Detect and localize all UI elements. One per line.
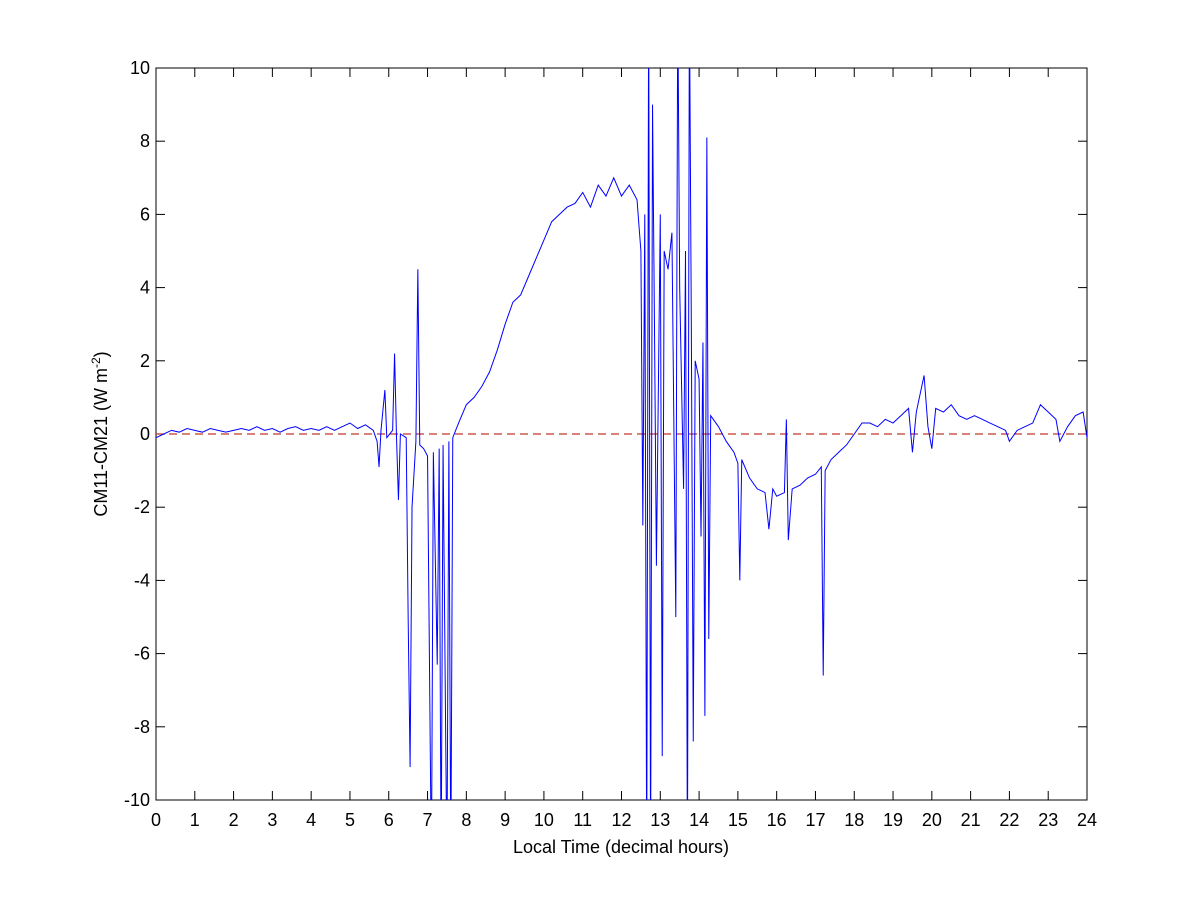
x-tick-label: 16 xyxy=(767,810,787,830)
x-tick-label: 9 xyxy=(500,810,510,830)
x-tick-label: 3 xyxy=(267,810,277,830)
x-tick-label: 2 xyxy=(229,810,239,830)
y-tick-label: 8 xyxy=(140,131,150,151)
x-tick-label: 22 xyxy=(999,810,1019,830)
x-tick-label: 23 xyxy=(1038,810,1058,830)
x-tick-label: 11 xyxy=(573,810,592,830)
x-tick-label: 13 xyxy=(650,810,670,830)
y-tick-label: -4 xyxy=(134,570,150,590)
y-tick-label: 4 xyxy=(140,278,150,298)
y-tick-label: -6 xyxy=(134,644,150,664)
plot-area xyxy=(155,67,1088,801)
y-tick-label: -10 xyxy=(124,790,150,810)
x-tick-label: 4 xyxy=(306,810,316,830)
y-axis-label-superscript: -2 xyxy=(89,357,103,368)
y-tick-label: 0 xyxy=(140,424,150,444)
x-tick-label: 14 xyxy=(689,810,709,830)
y-tick-label: -8 xyxy=(134,717,150,737)
x-tick-label: 20 xyxy=(922,810,942,830)
x-tick-label: 0 xyxy=(151,810,161,830)
x-tick-label: 6 xyxy=(384,810,394,830)
x-tick-label: 10 xyxy=(534,810,554,830)
x-tick-label: 5 xyxy=(345,810,355,830)
x-tick-label: 8 xyxy=(461,810,471,830)
y-tick-label: 6 xyxy=(140,204,150,224)
y-axis-label-close: ) xyxy=(91,351,111,357)
x-tick-label: 12 xyxy=(611,810,631,830)
x-tick-label: 17 xyxy=(805,810,825,830)
y-axis-label: CM11-CM21 (W m-2) xyxy=(89,351,111,516)
x-tick-label: 21 xyxy=(961,810,981,830)
x-tick-label: 24 xyxy=(1077,810,1097,830)
x-tick-label: 1 xyxy=(190,810,200,830)
y-axis-label-text: CM11-CM21 (W m xyxy=(91,368,111,517)
y-tick-label: -2 xyxy=(134,497,150,517)
y-tick-label: 2 xyxy=(140,351,150,371)
x-axis-label: Local Time (decimal hours) xyxy=(513,837,729,857)
y-tick-label: 10 xyxy=(130,58,150,78)
data-line xyxy=(156,68,1087,800)
x-tick-label: 18 xyxy=(844,810,864,830)
x-tick-label: 19 xyxy=(883,810,903,830)
x-tick-label: 7 xyxy=(423,810,433,830)
x-tick-label: 15 xyxy=(728,810,748,830)
